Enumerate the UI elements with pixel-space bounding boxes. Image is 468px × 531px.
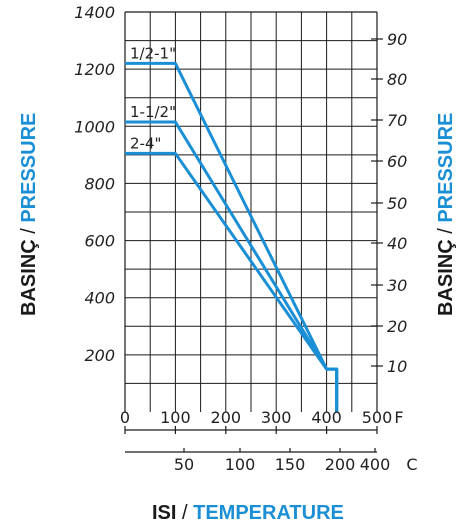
x-primary-tick-label: 300 [261,408,292,427]
series-lines [125,61,339,412]
y-axis-title-right: BASINÇ / PRESSURE [435,112,457,316]
y-left-tick-label: 800 [84,174,115,193]
x-secondary-unit: C [406,455,417,474]
x-primary-tick-label: 400 [311,408,342,427]
grid [125,12,377,412]
x-secondary-tick-label: 50 [174,455,194,474]
y-left-tick-label: 1000 [74,117,115,136]
y-right-tick-label: 40 [387,234,407,253]
y-right-tick-label: 50 [387,194,407,213]
x-secondary-tick-label: 100 [225,455,256,474]
y-right-tick-label: 80 [387,70,407,89]
y-right-tick-label: 10 [387,357,407,376]
y-right-tick-label: 20 [387,317,407,336]
y-right-tick-label: 30 [387,276,407,295]
series-label-3: 2-4" [130,134,161,152]
x-primary-unit: F [394,408,403,427]
y-left-tick-label: 600 [84,232,115,251]
y-left-tick-label: 1200 [74,60,115,79]
x-secondary-tick-label: 200 [325,455,356,474]
y-left-tick-label: 200 [84,346,115,365]
series-line-3 [125,151,339,412]
y-right-tick-label: 60 [387,152,407,171]
y-left-tick-label: 400 [84,289,115,308]
x-primary-tick-label: 200 [211,408,242,427]
x-axis-title: ISI / TEMPERATURE [152,502,344,524]
series-label-1: 1/2-1" [130,44,176,62]
y-right-tick-label: 90 [387,30,407,49]
y-axis-title-left: BASINÇ / PRESSURE [18,112,40,316]
y-left-tick-label: 1400 [74,3,115,22]
axes [124,11,383,453]
x-primary-tick-label: 500 [362,408,393,427]
tick-labels: 2004006008001000120014001020304050607080… [74,3,417,474]
x-primary-tick-label: 100 [160,408,191,427]
series-label-2: 1-1/2" [130,103,176,121]
x-secondary-tick-label: 400 [360,455,391,474]
x-primary-tick-label: 0 [120,408,130,427]
series-line-2 [125,120,339,412]
x-secondary-tick-label: 150 [275,455,306,474]
y-right-tick-label: 70 [387,111,407,130]
